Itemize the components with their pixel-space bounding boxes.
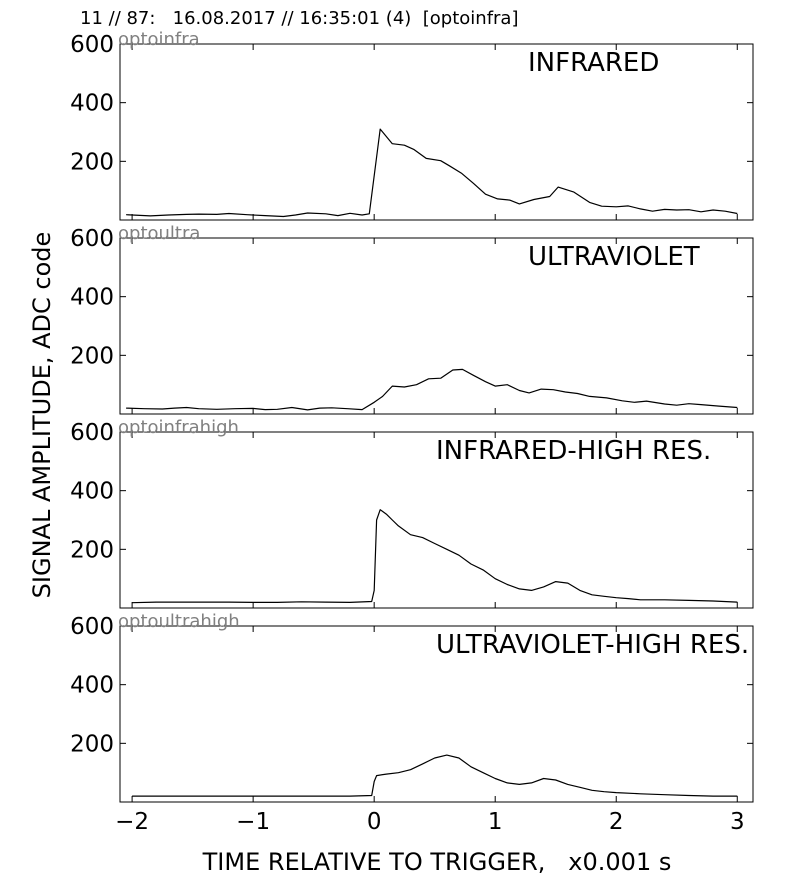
panel-optoinfrahigh: 200 400 600 optoinfrahigh INFRARED-HIGH RES. [70, 417, 754, 609]
plot-frame [119, 43, 754, 221]
x-tick-label: 3 [730, 809, 745, 835]
series-line [126, 368, 738, 411]
panel-optoultrahigh: 200 400 600 −2 −1 0 1 2 3 optoultrahigh ULTRAVIOLE… [70, 611, 754, 835]
x-tick-label: 0 [367, 809, 382, 835]
panel-optoinfra: 200 400 600 optoinfra INFRARED [70, 29, 754, 221]
y-tick-label: 400 [70, 285, 114, 311]
panel-optoultra: 200 400 600 optoultra ULTRAVIOLET [70, 223, 754, 415]
y-tick-label: 600 [70, 32, 114, 58]
panel-source-label: optoultra [118, 223, 200, 244]
series-line [132, 754, 738, 797]
plot-frame [119, 431, 754, 609]
y-tick-label: 200 [70, 343, 114, 369]
y-tick-label: 200 [70, 537, 114, 563]
plot-frame [119, 237, 754, 415]
panel-title: INFRARED-HIGH RES. [436, 436, 711, 466]
panel-title: ULTRAVIOLET-HIGH RES. [436, 630, 749, 660]
x-tick-label: 1 [488, 809, 503, 835]
plot-frame [119, 625, 754, 803]
y-tick-label: 400 [70, 673, 114, 699]
y-tick-label: 200 [70, 731, 114, 757]
x-tick-label: −1 [236, 809, 270, 835]
y-tick-label: 600 [70, 420, 114, 446]
series-line [126, 128, 738, 218]
y-tick-label: 400 [70, 91, 114, 117]
x-axis-label: TIME RELATIVE TO TRIGGER, x0.001 s [202, 848, 672, 876]
series-line [132, 509, 738, 604]
panel-source-label: optoultrahigh [118, 611, 240, 632]
y-tick-label: 200 [70, 149, 114, 175]
panel-title: ULTRAVIOLET [528, 242, 700, 272]
x-tick-label: 2 [609, 809, 624, 835]
header-title: 11 // 87: 16.08.2017 // 16:35:01 (4) [op… [80, 8, 519, 29]
y-tick-label: 600 [70, 226, 114, 252]
x-tick-label: −2 [115, 809, 149, 835]
y-tick-label: 600 [70, 614, 114, 640]
panel-title: INFRARED [528, 48, 659, 78]
panel-source-label: optoinfrahigh [118, 417, 239, 438]
panel-source-label: optoinfra [118, 29, 200, 50]
y-tick-label: 400 [70, 479, 114, 505]
